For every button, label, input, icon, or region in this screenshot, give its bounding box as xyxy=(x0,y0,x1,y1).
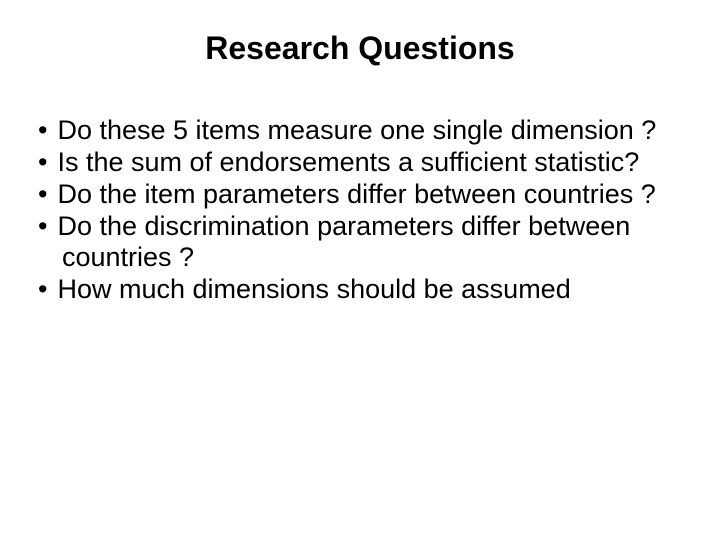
bullet-item: Do these 5 items measure one single dime… xyxy=(20,115,700,147)
slide-title: Research Questions xyxy=(20,30,700,67)
bullet-item: How much dimensions should be assumed xyxy=(20,274,700,306)
bullet-item: Do the item parameters differ between co… xyxy=(20,179,700,211)
bullet-item: Do the discrimination parameters differ … xyxy=(20,211,700,275)
bullet-list: Do these 5 items measure one single dime… xyxy=(20,115,700,306)
bullet-item: Is the sum of endorsements a sufficient … xyxy=(20,147,700,179)
